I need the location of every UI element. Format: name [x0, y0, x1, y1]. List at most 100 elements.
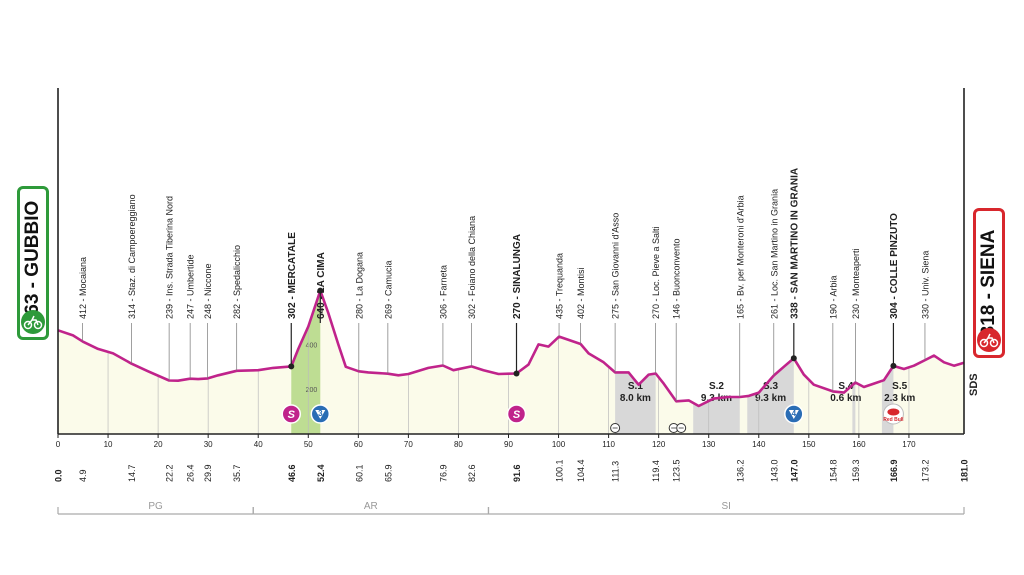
sprint-marker-label: S: [288, 409, 296, 421]
location-km: 143.0: [769, 459, 779, 482]
location-km: 82.6: [467, 464, 477, 482]
credit-label: SDS: [968, 373, 980, 396]
location-dot: [890, 362, 897, 369]
cyclist-icon: [21, 310, 45, 334]
location-km: 0.0: [54, 469, 64, 482]
km-tick-label: 20: [154, 440, 163, 449]
location-km: 154.8: [828, 459, 838, 482]
km-tick-label: 60: [354, 440, 363, 449]
gravel-sector-length: 8.0 km: [620, 393, 651, 404]
gravel-sector-label: S.5: [892, 381, 907, 392]
km-gridlines: [107, 326, 910, 434]
profile-line: [57, 289, 965, 408]
km-tick-label: 90: [504, 440, 513, 449]
location-km: 104.4: [576, 459, 586, 482]
location-km: 60.1: [354, 464, 364, 482]
sprint-marker: [506, 404, 527, 424]
gravel-sector-1: [615, 372, 656, 434]
km-tick-label: 170: [902, 440, 916, 449]
location-label: 304 - COLLE PINZUTO: [889, 213, 900, 319]
location-km: 136.2: [735, 459, 745, 482]
km-tick-label: 50: [304, 440, 313, 449]
km-tick-label: 140: [752, 440, 766, 449]
location-km: 173.2: [920, 459, 930, 482]
gravel-sector-label: S.1: [628, 381, 643, 392]
kom-marker-label: 3: [318, 409, 323, 418]
location-label: 435 - Trequanda: [555, 253, 565, 319]
location-label: 270 - SINALUNGA: [512, 234, 523, 319]
finish-badge: 318 - SIENA: [973, 208, 1005, 358]
km-tick-label: 40: [254, 440, 263, 449]
location-label: 270 - Loc. Pieve a Salti: [651, 226, 661, 319]
location-dot: [288, 363, 295, 370]
location-label: 306 - Farneta: [438, 265, 448, 319]
location-km: 147.0: [789, 459, 799, 482]
gravel-sector-length: 0.6 km: [830, 393, 861, 404]
province-label: SI: [722, 501, 731, 512]
location-km: 166.9: [889, 459, 899, 482]
km-tick-label: 0: [56, 440, 61, 449]
markers: S 3 S 4 Red Bull: [281, 403, 904, 433]
location-label: 640 - LA CIMA: [316, 252, 327, 319]
climb-fill: [291, 290, 321, 434]
location-km: 4.9: [78, 469, 88, 482]
location-label: 338 - SAN MARTINO IN GRANIA: [789, 168, 800, 319]
location-label: 230 - Monteaperti: [851, 248, 861, 319]
gravel-sector-4: [852, 382, 856, 434]
start-badge: 463 - GUBBIO: [17, 186, 49, 340]
province-label: AR: [364, 501, 378, 512]
location-label: 239 - Ins. Strada Tiberina Nord: [165, 196, 175, 319]
location-km: 119.4: [651, 460, 661, 482]
location-km: 159.3: [851, 459, 861, 482]
location-label: 248 - Niccone: [203, 263, 213, 319]
gravel-sector-label: S.2: [709, 381, 724, 392]
finish-name: SIENA: [978, 229, 999, 288]
location-dot: [317, 287, 324, 294]
gravel-sector-label: S.3: [763, 381, 778, 392]
location-km: 123.5: [672, 459, 682, 482]
gravel-sector-length: 2.3 km: [884, 393, 915, 404]
redbull-bull-icon: [887, 408, 900, 416]
kom-triangle-icon: [788, 410, 799, 419]
location-km: 26.4: [186, 464, 196, 482]
cyclist-icon: [977, 328, 1001, 352]
location-km: 91.6: [512, 464, 522, 482]
location-labels: 0.0 412 - Mocaiana 4.9 314 - Staz. di Campo…: [54, 168, 970, 482]
location-km: 76.9: [438, 464, 448, 482]
redbull-marker-label: Red Bull: [883, 417, 904, 423]
km-tick-label: 110: [602, 440, 615, 449]
location-label: 330 - Univ. Siena: [920, 251, 930, 319]
gravel-sector-length: 9.3 km: [755, 393, 786, 404]
location-km: 100.1: [555, 459, 565, 482]
location-label: 165 - Bv. per Monteroni d'Arbia: [735, 195, 745, 319]
kom-triangle-icon: [315, 410, 326, 419]
location-km: 111.3: [611, 461, 621, 482]
km-tick-label: 70: [404, 440, 413, 449]
elevation-profile: [57, 289, 965, 408]
location-dot: [513, 370, 520, 377]
km-tick-label: 120: [652, 440, 666, 449]
gravel-sector-2: [693, 397, 740, 434]
location-label: 412 - Mocaiana: [78, 257, 88, 319]
climb-segment: 200 400: [291, 290, 321, 434]
kom-marker-label: 4: [792, 409, 797, 418]
location-label: 261 - Loc. San Martino in Grania: [769, 189, 779, 319]
location-km: 65.9: [383, 464, 393, 482]
km-tick-label: 130: [702, 440, 716, 449]
location-km: 35.7: [232, 464, 242, 482]
sprint-marker: [281, 404, 302, 424]
km-tick-label: 30: [204, 440, 213, 449]
start-name: GUBBIO: [22, 200, 43, 277]
sprint-marker-label: S: [513, 409, 521, 421]
location-label: 302 - Foiano della Chiana: [467, 216, 477, 319]
climb-alt-label: 400: [306, 342, 318, 349]
km-axis: 0 10 20 30 40 50 60 70 80 90 100 110 120 130 140 150 160…: [56, 88, 965, 449]
location-km: 29.9: [203, 464, 213, 482]
location-label: 190 - Arbia: [828, 275, 838, 319]
location-label: 247 - Umbertide: [186, 254, 196, 319]
location-label: 280 - La Dogana: [354, 252, 364, 319]
location-label: 282 - Spedalicchio: [232, 245, 242, 319]
province-label: PG: [148, 501, 163, 512]
location-dot: [790, 355, 797, 362]
